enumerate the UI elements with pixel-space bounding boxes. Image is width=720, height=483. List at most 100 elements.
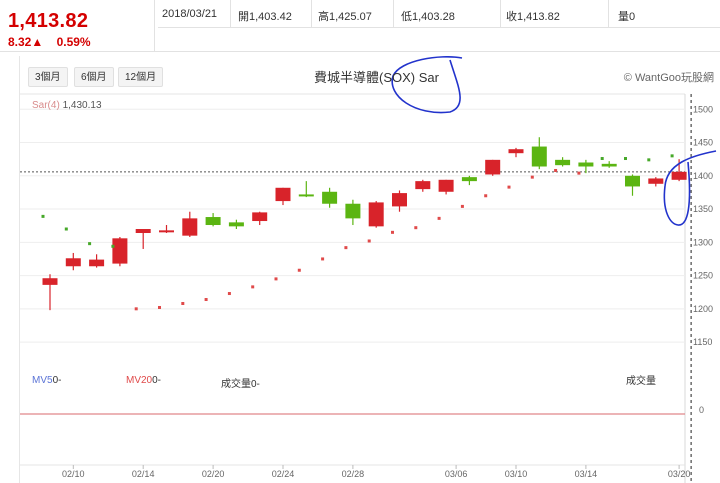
- sar-dot: [344, 246, 348, 250]
- y-tick-label: 1200: [693, 304, 713, 314]
- last-price: 1,413.82: [8, 10, 89, 32]
- candle-body: [89, 259, 105, 267]
- sar-dot: [670, 154, 674, 158]
- x-tick-label: 03/14: [575, 469, 598, 479]
- mv5-value: 0-: [52, 375, 62, 386]
- range-6m-button[interactable]: 6個月: [74, 67, 114, 87]
- sar-dot: [181, 301, 185, 305]
- sar-dot: [227, 292, 231, 296]
- quote-close: 收1,413.82: [506, 11, 560, 23]
- sar-legend-value: 1,430.13: [62, 100, 102, 111]
- candle-body: [228, 222, 244, 227]
- price-box: 1,413.82 8.32▲ 0.59%: [0, 0, 155, 52]
- candle-body: [182, 218, 198, 236]
- quote-date: 2018/03/21: [162, 8, 218, 20]
- sar-dot: [437, 216, 441, 220]
- candle-body: [485, 159, 501, 175]
- candle-body: [438, 179, 454, 192]
- mv5-legend: MV50-: [32, 375, 61, 386]
- volume-tick-label: 0: [699, 405, 704, 415]
- candle-body: [135, 229, 151, 234]
- candle-body: [508, 149, 524, 154]
- candle-body: [252, 212, 268, 222]
- candle-body: [648, 178, 664, 184]
- x-tick-label: 02/24: [272, 469, 295, 479]
- chart-panel: 1150 1200 1250 1300 1350 1400 1450 1500 0 02/10 02…: [19, 56, 720, 483]
- y-tick-label: 1300: [693, 237, 713, 247]
- quote-low: 低1,403.28: [401, 11, 455, 23]
- sar-dot: [297, 268, 301, 272]
- sar-dot: [321, 257, 325, 261]
- volume-legend: 成交量0-: [221, 375, 260, 390]
- sar-dot: [274, 277, 278, 281]
- x-tick-label: 02/28: [342, 469, 365, 479]
- y-tick-label: 1250: [693, 271, 713, 281]
- candle-body: [601, 163, 617, 167]
- x-tick-label: 03/06: [445, 469, 468, 479]
- quote-high: 高1,425.07: [318, 11, 372, 23]
- price-change: 8.32▲ 0.59%: [8, 35, 154, 49]
- sar-dot: [460, 204, 464, 208]
- candle-body: [625, 175, 640, 187]
- change-percent: 0.59%: [56, 35, 91, 49]
- y-tick-label: 1500: [693, 104, 713, 114]
- sar-dot: [88, 242, 92, 246]
- sar-dot: [251, 285, 255, 289]
- sar-dot: [64, 227, 68, 231]
- volume-label: 成交量: [221, 379, 251, 390]
- sar-dot: [530, 175, 534, 179]
- sar-dot: [41, 214, 45, 218]
- chart-plot: 1150 1200 1250 1300 1350 1400 1450 1500 0 02/10 02…: [20, 56, 717, 483]
- y-tick-label: 1350: [693, 204, 713, 214]
- candle-body: [345, 203, 361, 219]
- mv20-label: MV20: [126, 375, 153, 386]
- change-value: 8.32▲: [8, 35, 44, 49]
- quote-volume: 量0: [618, 11, 636, 23]
- sar-dot: [554, 168, 558, 172]
- sar-legend: Sar(4) 1,430.13: [32, 100, 102, 111]
- quote-open: 開1,403.42: [238, 11, 292, 23]
- range-3m-button[interactable]: 3個月: [28, 67, 68, 87]
- sar-dot: [624, 157, 627, 161]
- candle-body: [42, 278, 58, 285]
- candle-body: [392, 193, 407, 207]
- sar-dot: [158, 305, 161, 309]
- candle-body: [112, 238, 128, 264]
- sar-dot: [414, 226, 418, 230]
- candle-body: [298, 194, 314, 197]
- candle-body: [159, 230, 174, 233]
- sar-dot: [600, 157, 604, 161]
- volume-pane-title: 成交量: [626, 376, 656, 387]
- title-annotation-circle: [391, 56, 463, 114]
- x-tick-label: 03/10: [505, 469, 528, 479]
- sar-dot: [111, 244, 115, 248]
- quote-fields: 2018/03/21 開1,403.42 高1,425.07 低1,403.28…: [158, 0, 720, 28]
- mv20-legend: MV200-: [126, 375, 161, 386]
- candle-body: [461, 177, 477, 182]
- y-tick-label: 1150: [693, 337, 712, 347]
- quote-header: 1,413.82 8.32▲ 0.59% 2018/03/21 開1,403.4…: [0, 0, 720, 52]
- x-tick-label: 02/20: [202, 469, 225, 479]
- sar-dot: [391, 230, 394, 234]
- mv20-value: 0-: [152, 375, 162, 386]
- candle-body: [531, 146, 547, 167]
- sar-legend-key: Sar(4): [32, 100, 60, 111]
- sar-dot: [577, 171, 581, 175]
- x-tick-label: 02/14: [132, 469, 155, 479]
- candle-body: [322, 191, 338, 204]
- source-credit: © WantGoo玩股網: [623, 72, 714, 84]
- candle-body: [368, 202, 384, 227]
- candle-body: [555, 159, 571, 166]
- sar-dot: [204, 298, 208, 302]
- sar-dot: [507, 185, 511, 189]
- sar-dot: [367, 239, 371, 243]
- y-tick-label: 1450: [693, 138, 713, 148]
- candle-body: [578, 162, 594, 167]
- range-12m-button[interactable]: 12個月: [118, 67, 164, 87]
- mv5-label: MV5: [32, 375, 53, 386]
- x-tick-label: 03/20: [668, 469, 691, 479]
- volume-value: 0-: [251, 379, 260, 390]
- candle-body: [275, 187, 291, 202]
- y-tick-label: 1400: [693, 171, 713, 181]
- candle-body: [415, 181, 431, 190]
